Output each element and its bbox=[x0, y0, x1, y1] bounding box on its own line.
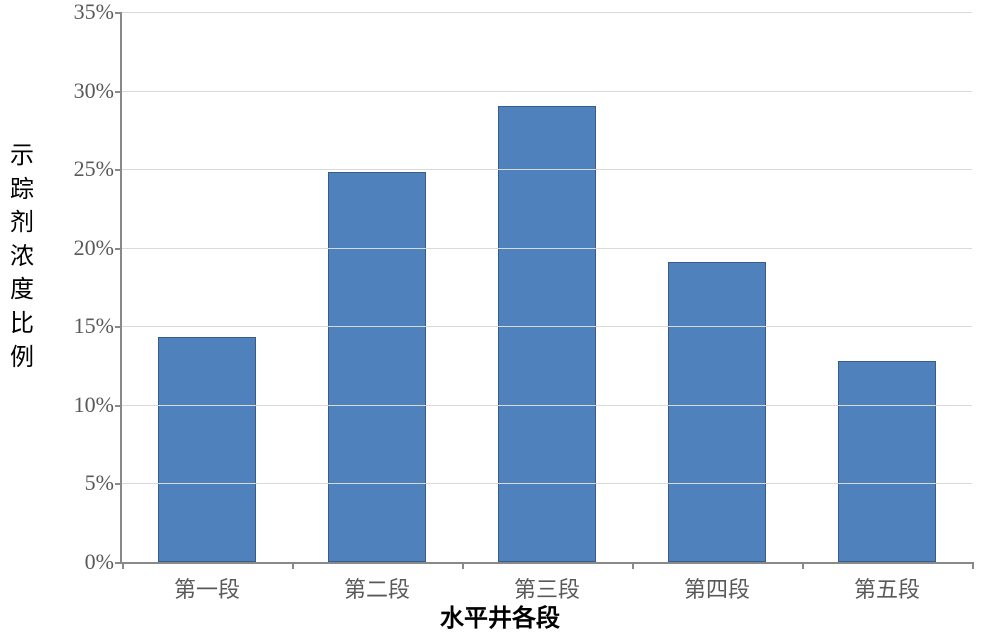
x-tick-mark bbox=[122, 562, 124, 569]
x-tick-mark bbox=[292, 562, 294, 569]
y-axis-title-char: 度 bbox=[8, 274, 36, 308]
gridline bbox=[122, 483, 972, 484]
bar bbox=[838, 361, 937, 562]
gridline bbox=[122, 169, 972, 170]
y-axis-title-char: 示 bbox=[8, 140, 36, 174]
bar bbox=[498, 106, 597, 562]
gridline bbox=[122, 91, 972, 92]
y-tick-mark bbox=[115, 326, 122, 328]
y-axis-title: 示踪剂浓度比例 bbox=[8, 140, 36, 375]
y-tick-mark bbox=[115, 248, 122, 250]
y-tick-label: 15% bbox=[74, 313, 114, 339]
y-tick-mark bbox=[115, 562, 122, 564]
y-axis-title-char: 比 bbox=[8, 308, 36, 342]
y-tick-label: 35% bbox=[74, 0, 114, 25]
y-axis-title-char: 踪 bbox=[8, 174, 36, 208]
y-axis-title-char: 浓 bbox=[8, 241, 36, 275]
bars-layer bbox=[122, 12, 972, 562]
bar bbox=[158, 337, 257, 562]
bar bbox=[328, 172, 427, 562]
x-tick-mark bbox=[972, 562, 974, 569]
y-axis-title-char: 例 bbox=[8, 342, 36, 376]
y-tick-mark bbox=[115, 483, 122, 485]
gridline bbox=[122, 12, 972, 13]
y-tick-label: 10% bbox=[74, 392, 114, 418]
y-tick-label: 25% bbox=[74, 156, 114, 182]
plot-area: 0%5%10%15%20%25%30%35%第一段第二段第三段第四段第五段 bbox=[120, 12, 972, 564]
bar bbox=[668, 262, 767, 562]
gridline bbox=[122, 405, 972, 406]
x-tick-mark bbox=[632, 562, 634, 569]
y-tick-label: 5% bbox=[85, 470, 114, 496]
chart-container: 示踪剂浓度比例 0%5%10%15%20%25%30%35%第一段第二段第三段第… bbox=[0, 0, 1000, 643]
y-tick-label: 30% bbox=[74, 78, 114, 104]
y-tick-mark bbox=[115, 405, 122, 407]
x-tick-mark bbox=[802, 562, 804, 569]
x-axis-title: 水平井各段 bbox=[0, 598, 1000, 633]
y-tick-label: 0% bbox=[85, 549, 114, 575]
y-axis-title-char: 剂 bbox=[8, 207, 36, 241]
y-tick-mark bbox=[115, 12, 122, 14]
gridline bbox=[122, 326, 972, 327]
y-tick-label: 20% bbox=[74, 235, 114, 261]
x-tick-mark bbox=[462, 562, 464, 569]
gridline bbox=[122, 248, 972, 249]
y-tick-mark bbox=[115, 169, 122, 171]
y-tick-mark bbox=[115, 91, 122, 93]
